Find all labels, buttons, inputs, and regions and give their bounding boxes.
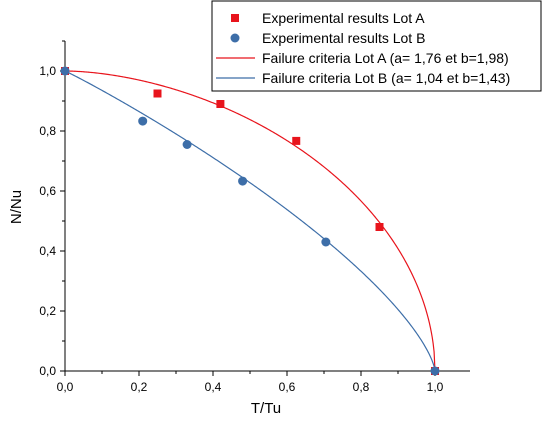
plot-area bbox=[64, 41, 470, 372]
y-axis-label: N/Nu bbox=[8, 190, 25, 224]
legend-box bbox=[211, 0, 542, 92]
data-point-lot-a bbox=[292, 136, 301, 145]
data-point-lot-a bbox=[375, 223, 384, 231]
x-tick-label: 0,2 bbox=[131, 380, 148, 394]
y-tick-label: 1,0 bbox=[39, 64, 56, 78]
legend: Experimental results Lot A Experimental … bbox=[211, 0, 542, 92]
x-tick-label: 0,6 bbox=[279, 380, 296, 394]
legend-label: Failure criteria Lot B (a= 1,04 et b=1,4… bbox=[262, 70, 510, 86]
legend-entry-lot-a-points: Experimental results Lot A bbox=[231, 10, 425, 26]
x-tick-label: 1,0 bbox=[427, 380, 444, 394]
legend-marker-circle bbox=[230, 33, 240, 43]
y-tick-label: 0,2 bbox=[39, 304, 56, 318]
data-point-lot-b bbox=[60, 66, 70, 76]
legend-entry-lot-a-curve: Failure criteria Lot A (a= 1,76 et b=1,9… bbox=[216, 50, 509, 66]
legend-marker-square bbox=[231, 14, 239, 22]
y-tick-label: 0,4 bbox=[39, 244, 56, 258]
x-tick-label: 0,4 bbox=[205, 380, 222, 394]
failure-curve bbox=[64, 70, 436, 372]
x-ticks: 0,0 0,2 0,4 0,6 0,8 1,0 bbox=[57, 371, 444, 394]
data-point-lot-a bbox=[153, 89, 162, 98]
x-tick-label: 0,0 bbox=[57, 380, 74, 394]
data-point-lot-b bbox=[238, 176, 248, 186]
data-point-lot-b bbox=[182, 140, 192, 149]
data-point-lot-b bbox=[321, 237, 331, 247]
data-point-lot-b bbox=[430, 366, 440, 376]
legend-entry-lot-b-curve: Failure criteria Lot B (a= 1,04 et b=1,4… bbox=[216, 70, 510, 86]
legend-entry-lot-b-points: Experimental results Lot B bbox=[230, 30, 425, 46]
y-tick-label: 0,0 bbox=[39, 364, 56, 378]
legend-label: Failure criteria Lot A (a= 1,76 et b=1,9… bbox=[262, 50, 509, 66]
y-ticks: 0,0 0,2 0,4 0,6 0,8 1,0 bbox=[39, 40, 65, 378]
data-point-lot-a bbox=[216, 100, 225, 108]
x-tick-label: 0,8 bbox=[353, 380, 370, 394]
data-point-lot-b bbox=[138, 116, 148, 126]
y-tick-label: 0,8 bbox=[39, 124, 56, 138]
failure-curve bbox=[65, 70, 436, 372]
legend-label: Experimental results Lot A bbox=[262, 10, 425, 26]
legend-label: Experimental results Lot B bbox=[262, 30, 425, 46]
x-axis-label: T/Tu bbox=[251, 400, 281, 417]
y-tick-label: 0,6 bbox=[39, 184, 56, 198]
points bbox=[60, 66, 440, 376]
curves bbox=[64, 70, 436, 372]
